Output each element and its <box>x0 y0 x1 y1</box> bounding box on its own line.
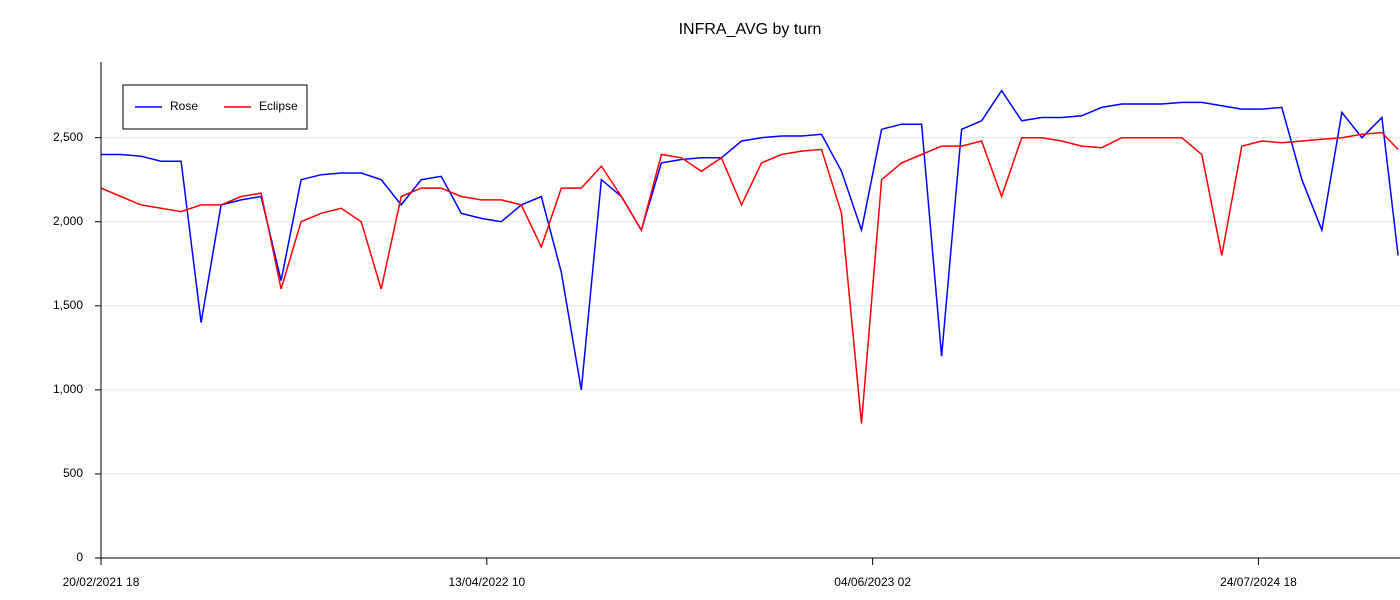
y-tick-label: 2,500 <box>53 130 83 144</box>
y-tick-label: 1,000 <box>53 382 83 396</box>
plot-area <box>101 89 1399 424</box>
x-tick-label: 20/02/2021 18 <box>63 575 140 589</box>
series-line <box>101 89 1399 391</box>
y-tick-label: 1,500 <box>53 298 83 312</box>
x-tick-label: 13/04/2022 10 <box>448 575 525 589</box>
grid <box>101 137 1400 559</box>
y-tick-label: 0 <box>76 550 83 564</box>
legend-label: Eclipse <box>259 99 298 113</box>
legend-label: Rose <box>170 99 198 113</box>
chart-title: INFRA_AVG by turn <box>679 21 822 38</box>
x-tick-label: 04/06/2023 02 <box>834 575 911 589</box>
y-tick-label: 2,000 <box>53 214 83 228</box>
y-tick-label: 500 <box>63 466 83 480</box>
x-tick-label: 24/07/2024 18 <box>1220 575 1297 589</box>
series-line <box>101 131 1399 424</box>
legend: Rose Eclipse <box>122 84 308 130</box>
